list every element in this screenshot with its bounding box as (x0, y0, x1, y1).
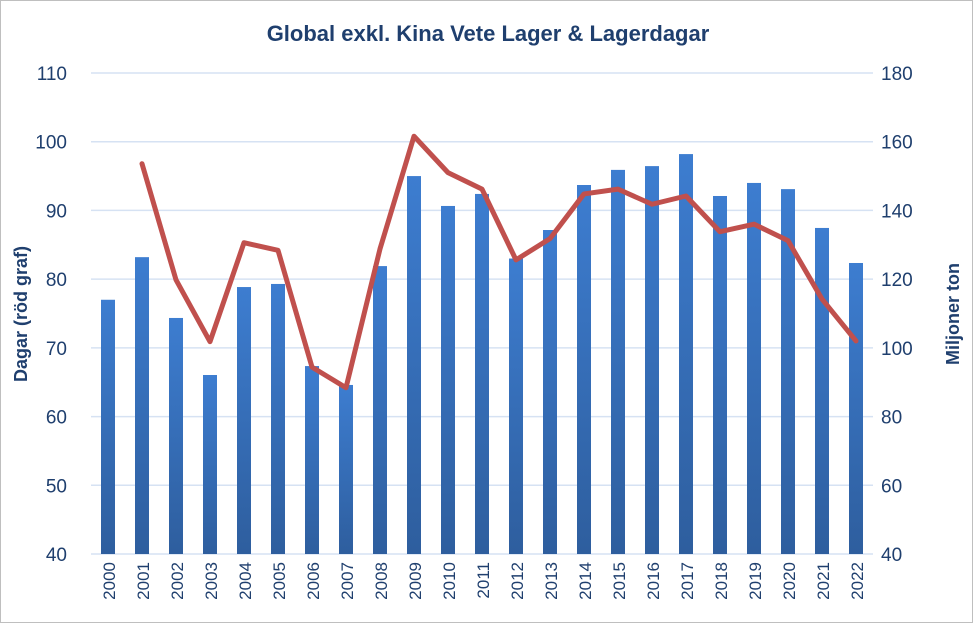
y-left-tick-label: 50 (46, 476, 67, 497)
bar-2011 (475, 194, 489, 554)
x-tick-label: 2008 (372, 562, 391, 600)
bar-2000 (101, 300, 115, 554)
x-tick-label: 2016 (644, 562, 663, 600)
y-left-tick-label: 90 (46, 201, 67, 222)
bar-2013 (543, 230, 557, 554)
x-tick-label: 2000 (100, 562, 119, 600)
y-right-tick-label: 160 (881, 133, 913, 154)
x-tick-label: 2004 (236, 562, 255, 600)
bar-2017 (679, 154, 693, 554)
x-tick-label: 2006 (304, 562, 323, 600)
x-tick-label: 2010 (440, 562, 459, 600)
bar-2007 (339, 385, 353, 554)
bar-2015 (611, 170, 625, 554)
x-tick-label: 2015 (610, 562, 629, 600)
y-right-tick-label: 40 (881, 545, 902, 566)
y-right-tick-label: 100 (881, 339, 913, 360)
x-tick-label: 2019 (746, 562, 765, 600)
bar-2010 (441, 206, 455, 554)
x-tick-label: 2017 (678, 562, 697, 600)
bar-2021 (815, 228, 829, 554)
bar-2016 (645, 166, 659, 554)
x-tick-label: 2012 (508, 562, 527, 600)
chart-title: Global exkl. Kina Vete Lager & Lagerdaga… (267, 21, 710, 46)
x-tick-label: 2011 (474, 562, 493, 599)
bar-2003 (203, 375, 217, 554)
bar-2014 (577, 185, 591, 554)
y-left-tick-label: 110 (37, 64, 67, 85)
y-right-tick-label: 80 (881, 408, 902, 429)
bar-2019 (747, 183, 761, 554)
y-right-tick-label: 120 (881, 270, 913, 291)
x-tick-label: 2007 (338, 562, 357, 600)
x-tick-label: 2020 (780, 562, 799, 600)
bar-2018 (713, 196, 727, 554)
x-tick-label: 2009 (406, 562, 425, 600)
x-tick-label: 2018 (712, 562, 731, 600)
y-left-tick-label: 60 (46, 408, 67, 429)
y-axis-right-label: Miljoner ton (943, 263, 963, 365)
x-tick-label: 2014 (576, 562, 595, 600)
bar-2008 (373, 266, 387, 554)
y-left-tick-label: 40 (46, 545, 67, 566)
bar-2022 (849, 263, 863, 554)
bar-2012 (509, 259, 523, 554)
bar-2006 (305, 366, 319, 554)
y-left-tick-label: 100 (35, 133, 67, 154)
x-tick-label: 2021 (814, 562, 833, 600)
bar-2005 (271, 284, 285, 554)
bar-2009 (407, 176, 421, 554)
bar-2004 (237, 287, 251, 554)
y-right-tick-label: 140 (881, 201, 913, 222)
x-tick-label: 2005 (270, 562, 289, 600)
x-tick-label: 2002 (168, 562, 187, 600)
y-left-tick-label: 70 (46, 339, 67, 360)
y-right-tick-label: 60 (881, 476, 902, 497)
y-right-tick-label: 180 (881, 64, 913, 85)
x-tick-label: 2022 (848, 562, 867, 600)
y-left-tick-label: 80 (46, 270, 67, 291)
x-tick-label: 2013 (542, 562, 561, 600)
bar-2002 (169, 318, 183, 554)
x-tick-label: 2003 (202, 562, 221, 600)
bar-2001 (135, 257, 149, 554)
y-axis-left-label: Dagar (röd graf) (11, 246, 31, 382)
x-tick-label: 2001 (134, 562, 153, 600)
